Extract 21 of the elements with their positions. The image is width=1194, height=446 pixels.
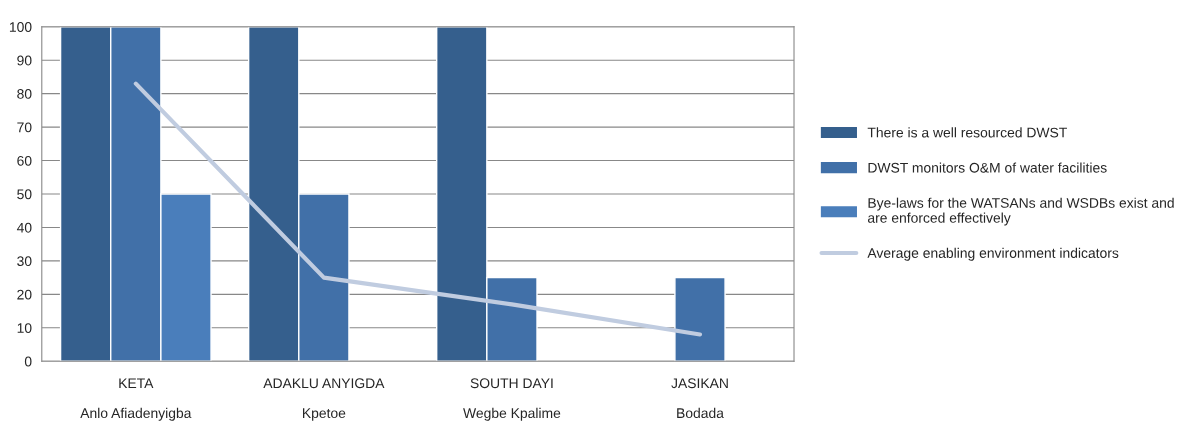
y-tick-label: 20 (17, 289, 32, 300)
y-tick-label: 70 (17, 122, 32, 133)
y-tick-label: 80 (17, 88, 32, 99)
category-label: KETA Anlo Afiadenyigba (80, 378, 192, 421)
y-tick-label: 40 (16, 222, 32, 233)
category-label: SOUTH DAYI Wegbe Kpalime (463, 378, 561, 421)
y-tick-label: 90 (17, 55, 32, 66)
y-tick-label: 60 (17, 155, 32, 166)
y-tick-label: 10 (17, 323, 32, 333)
category-label: JASIKAN Bodada (671, 378, 728, 419)
line-series (133, 81, 703, 337)
y-tick-label: 30 (17, 256, 32, 267)
y-tick-label: 50 (17, 189, 32, 200)
legend-label: Bye-laws for the WATSANs and WSDBs exist and are enforced effectively (867, 197, 1174, 226)
y-tick-label: 0 (24, 356, 32, 367)
legend-label: There is a well resourced DWST (867, 127, 1067, 138)
legend-label: Average enabling environment indicators (867, 247, 1119, 261)
y-tick-label: 100 (9, 22, 32, 32)
legend-label: DWST monitors O&M of water facilities (868, 162, 1107, 173)
category-label: ADAKLU ANYIGDA Kpetoe (263, 378, 385, 421)
bar (674, 276, 726, 362)
